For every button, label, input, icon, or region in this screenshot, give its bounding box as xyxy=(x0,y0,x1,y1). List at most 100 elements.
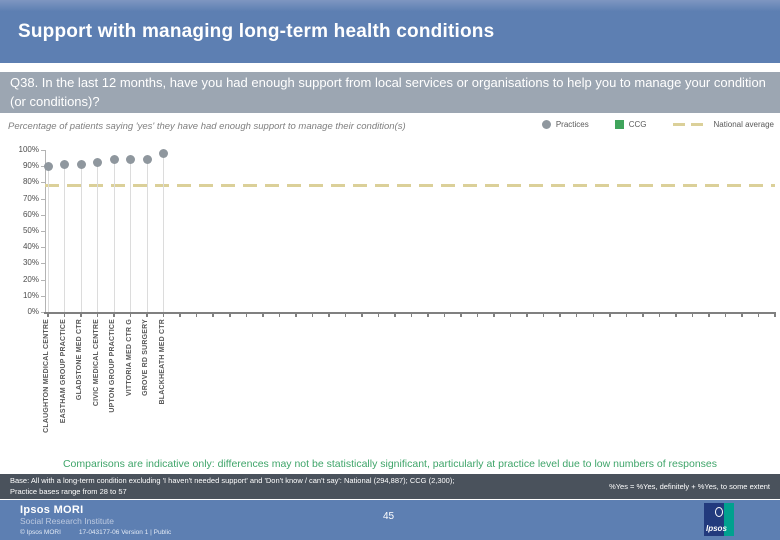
x-axis-tick xyxy=(592,314,594,317)
x-axis-tick xyxy=(625,314,628,317)
y-axis-tick-label: 30% xyxy=(22,258,39,268)
x-axis-tick xyxy=(262,314,264,317)
x-axis-tick xyxy=(328,314,330,317)
brand-block: Ipsos MORI Social Research Institute © I… xyxy=(20,504,171,536)
y-axis-tick xyxy=(41,247,45,249)
x-axis-tick xyxy=(47,314,49,317)
data-point-drop-line xyxy=(47,166,49,312)
x-axis-tick xyxy=(229,314,231,317)
y-axis-tick xyxy=(41,214,45,216)
x-axis-tick xyxy=(245,314,248,317)
x-axis-tick xyxy=(63,314,66,317)
yes-definition-note: %Yes = %Yes, definitely + %Yes, to some … xyxy=(609,482,770,491)
x-axis-line xyxy=(44,312,776,314)
x-axis-tick xyxy=(410,314,413,317)
y-axis-tick xyxy=(41,198,45,200)
x-axis-tick xyxy=(609,314,611,317)
x-axis-tick xyxy=(129,314,132,317)
x-axis-tick xyxy=(542,314,545,317)
x-axis-tick xyxy=(344,314,347,317)
data-point xyxy=(126,155,136,165)
x-axis-tick xyxy=(427,314,429,317)
x-axis-label: EASTHAM GROUP PRACTICE xyxy=(59,319,67,424)
x-axis-tick xyxy=(394,314,396,317)
x-axis-tick xyxy=(757,314,760,317)
x-axis-tick xyxy=(724,314,727,317)
x-axis-tick xyxy=(460,314,462,317)
y-axis-tick-label: 0% xyxy=(27,307,39,316)
x-axis-tick xyxy=(80,314,82,317)
copyright-text: © Ipsos MORI xyxy=(20,529,61,536)
slide-footer: Ipsos MORI Social Research Institute © I… xyxy=(0,499,780,540)
x-axis-label: GROVE RD SURGERY xyxy=(142,319,150,396)
x-axis-tick xyxy=(675,314,677,317)
y-axis-line xyxy=(45,150,46,312)
logo-ring-icon xyxy=(715,507,723,517)
x-axis-tick xyxy=(443,314,446,317)
page-number: 45 xyxy=(383,511,395,522)
data-point-drop-line xyxy=(64,164,66,312)
x-axis-label: UPTON GROUP PRACTICE xyxy=(109,319,117,413)
x-axis-tick xyxy=(774,314,776,317)
x-axis-tick xyxy=(295,314,297,317)
x-axis-label: VITTORIA MED CTR G xyxy=(125,319,133,397)
question-bar: Q38. In the last 12 months, have you had… xyxy=(0,72,780,113)
x-axis-label: GLADSTONE MED CTR xyxy=(76,319,84,401)
y-axis-tick xyxy=(41,166,45,168)
x-axis-tick xyxy=(509,314,512,317)
practices-marker-icon xyxy=(541,120,551,129)
brand-name: Ipsos MORI xyxy=(20,504,84,516)
data-point xyxy=(109,155,119,165)
chart-legend: Practices CCG National average xyxy=(516,120,774,129)
version-text: 17-043177-06 Version 1 | Public xyxy=(78,529,172,536)
ipsos-logo-icon: Ipsos xyxy=(704,503,734,536)
y-axis-tick xyxy=(41,150,45,151)
logo-teal-panel xyxy=(724,503,734,536)
legend-label: Practices xyxy=(555,120,589,129)
base-text: Base: All with a long-term condition exc… xyxy=(10,476,454,496)
y-axis-tick xyxy=(41,295,45,297)
x-axis-tick xyxy=(575,314,578,317)
chart-subtitle: Percentage of patients saying 'yes' they… xyxy=(8,121,406,132)
x-axis-tick xyxy=(146,314,148,317)
y-axis-tick xyxy=(41,182,45,184)
logo-wordmark: Ipsos xyxy=(706,524,727,533)
brand-subtitle: Social Research Institute xyxy=(20,516,115,526)
y-axis-tick-label: 100% xyxy=(18,145,39,154)
x-axis-tick xyxy=(195,314,198,317)
y-axis-tick-label: 40% xyxy=(22,242,39,252)
base-line1: Base: All with a long-term condition exc… xyxy=(10,476,455,486)
data-point xyxy=(43,161,53,171)
legend-label: CCG xyxy=(628,120,647,129)
national-average-line-icon xyxy=(672,123,709,126)
y-axis-tick-label: 80% xyxy=(22,177,39,187)
data-point-drop-line xyxy=(80,164,82,312)
x-axis-tick xyxy=(311,314,314,317)
x-axis-tick xyxy=(526,314,528,317)
data-point xyxy=(76,160,86,170)
data-point-drop-line xyxy=(130,159,132,312)
y-axis-tick-label: 70% xyxy=(22,193,39,203)
x-axis-tick xyxy=(113,314,115,317)
y-axis-tick-label: 60% xyxy=(22,209,39,219)
x-axis-tick xyxy=(278,314,281,317)
y-axis-tick-label: 90% xyxy=(22,161,39,171)
data-point xyxy=(142,155,152,165)
data-point xyxy=(93,158,103,168)
comparisons-note: Comparisons are indicative only: differe… xyxy=(62,458,718,470)
slide-header: Support with managing long-term health c… xyxy=(0,0,780,63)
x-axis-tick xyxy=(476,314,479,317)
base-note-bar: Base: All with a long-term condition exc… xyxy=(0,474,780,499)
copyright-line: © Ipsos MORI 17-043177-06 Version 1 | Pu… xyxy=(20,529,171,536)
legend-item-practices: Practices xyxy=(541,120,589,129)
legend-item-national: National average xyxy=(672,120,774,129)
x-axis-tick xyxy=(96,314,99,317)
data-point-drop-line xyxy=(97,162,99,312)
data-point-drop-line xyxy=(113,159,115,312)
base-line2: Practice bases range from 28 to 57 xyxy=(10,486,127,496)
x-axis-tick xyxy=(212,314,214,317)
y-axis-tick xyxy=(41,312,45,313)
y-axis-tick xyxy=(41,231,45,232)
y-axis-tick-label: 50% xyxy=(22,226,39,235)
x-axis-label: BLACKHEATH MED CTR xyxy=(158,319,166,405)
